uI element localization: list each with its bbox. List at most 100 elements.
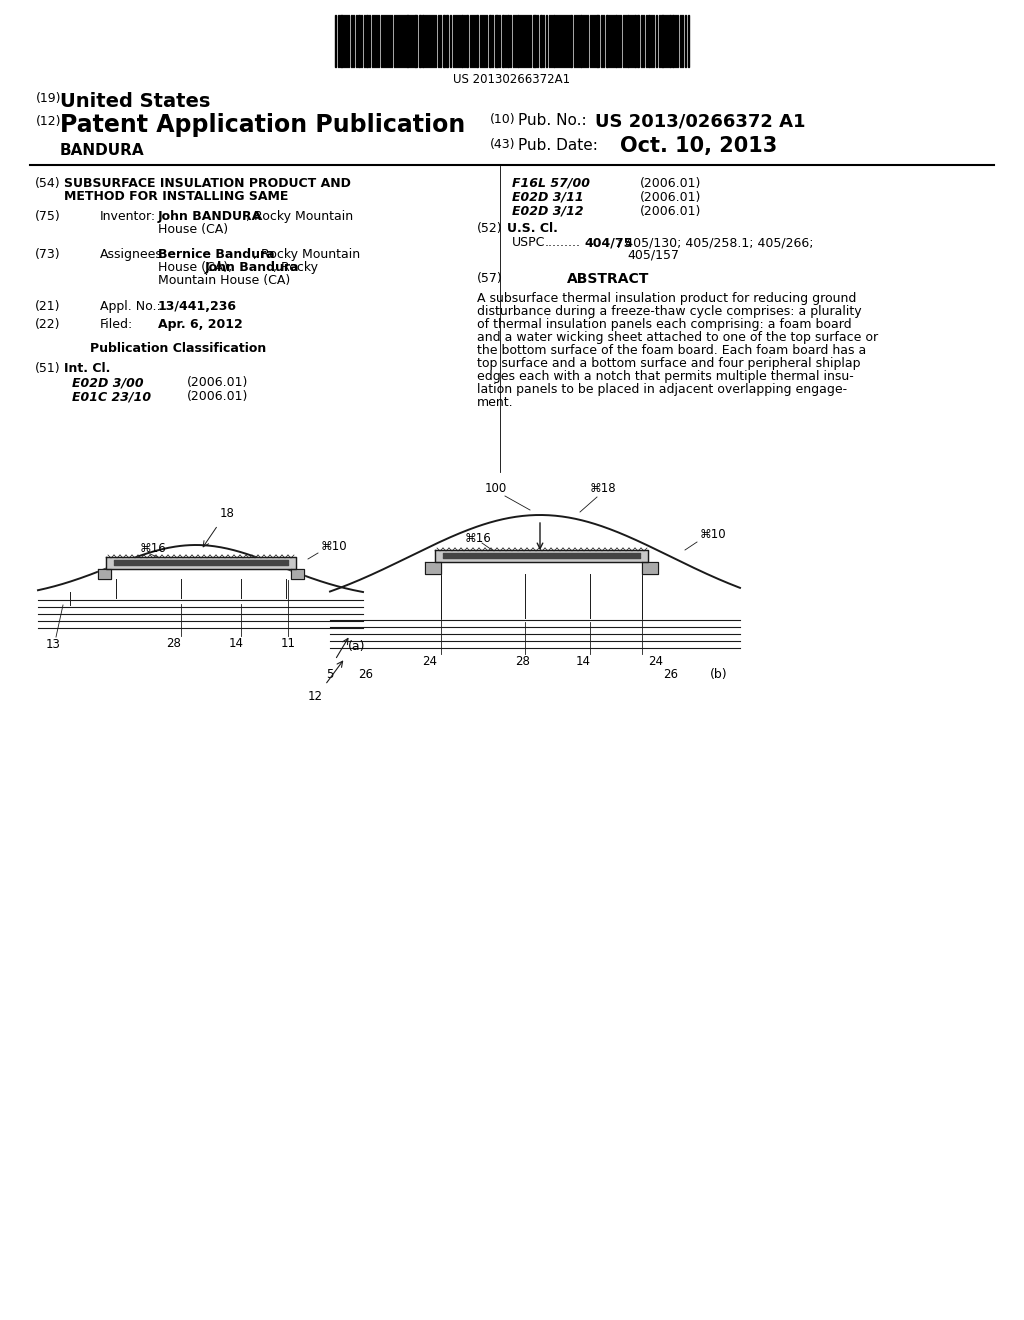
Text: Int. Cl.: Int. Cl. [63,362,111,375]
Bar [443,15,445,67]
Text: 26: 26 [663,668,678,681]
Text: U.S. Cl.: U.S. Cl. [507,222,558,235]
Text: (21): (21) [35,300,60,313]
Text: (54): (54) [35,177,60,190]
Text: 14: 14 [575,655,591,668]
Text: (b): (b) [710,668,728,681]
Text: 24: 24 [423,655,437,668]
Text: the bottom surface of the foam board. Each foam board has a: the bottom surface of the foam board. Ea… [477,345,866,356]
Bar [534,15,536,67]
Bar [495,15,498,67]
Bar [634,15,636,67]
Text: E02D 3/11: E02D 3/11 [512,191,584,205]
Text: 100: 100 [485,482,507,495]
Text: ⌘10: ⌘10 [321,540,347,553]
Text: ⌘16: ⌘16 [465,532,492,544]
Bar [366,15,368,67]
Text: , Rocky Mountain: , Rocky Mountain [253,248,360,261]
Text: and a water wicking sheet attached to one of the top surface or: and a water wicking sheet attached to on… [477,331,879,345]
Text: Assignees:: Assignees: [100,248,167,261]
Text: METHOD FOR INSTALLING SAME: METHOD FOR INSTALLING SAME [63,190,289,203]
Text: USPC: USPC [512,236,546,249]
Text: John Bandura: John Bandura [205,261,299,275]
Bar [507,15,509,67]
Text: (43): (43) [490,139,515,150]
Bar [606,15,608,67]
Text: A subsurface thermal insulation product for reducing ground: A subsurface thermal insulation product … [477,292,856,305]
Text: (a): (a) [348,640,366,653]
Text: (2006.01): (2006.01) [640,205,701,218]
Text: Filed:: Filed: [100,318,133,331]
Polygon shape [435,550,648,562]
Text: House (CA): House (CA) [158,223,228,236]
Text: 28: 28 [515,655,530,668]
Text: E02D 3/12: E02D 3/12 [512,205,584,218]
Text: (52): (52) [477,222,503,235]
Bar [461,15,463,67]
Text: F16L 57/00: F16L 57/00 [512,177,590,190]
Text: (12): (12) [36,115,61,128]
Bar [419,15,421,67]
Polygon shape [425,562,441,574]
Text: top surface and a bottom surface and four peripheral shiplap: top surface and a bottom surface and fou… [477,356,860,370]
Text: Inventor:: Inventor: [100,210,156,223]
Text: 28: 28 [167,638,181,649]
Bar [672,15,674,67]
Text: 12: 12 [307,690,323,704]
Bar [446,15,449,67]
Text: edges each with a notch that permits multiple thermal insu-: edges each with a notch that permits mul… [477,370,854,383]
Bar [502,15,504,67]
Text: E02D 3/00: E02D 3/00 [72,376,143,389]
Text: ment.: ment. [477,396,514,409]
Text: John BANDURA: John BANDURA [158,210,262,223]
Text: (73): (73) [35,248,60,261]
Text: House (CA);: House (CA); [158,261,237,275]
Text: ⌘10: ⌘10 [700,528,727,541]
Bar [553,15,555,67]
Text: 18: 18 [220,507,234,520]
Text: ABSTRACT: ABSTRACT [567,272,649,286]
Text: BANDURA: BANDURA [60,143,144,158]
Bar [596,15,599,67]
Text: 5: 5 [327,668,334,681]
Text: Pub. Date:: Pub. Date: [518,139,598,153]
Bar [406,15,409,67]
Text: Bernice Bandura: Bernice Bandura [158,248,274,261]
Text: US 20130266372A1: US 20130266372A1 [454,73,570,86]
Text: 14: 14 [228,638,244,649]
Text: Publication Classification: Publication Classification [90,342,266,355]
Text: 24: 24 [648,655,664,668]
Polygon shape [291,569,304,579]
Bar [476,15,478,67]
Text: , Rocky: , Rocky [273,261,318,275]
Bar [669,15,671,67]
Bar [489,15,490,67]
Text: Oct. 10, 2013: Oct. 10, 2013 [620,136,777,156]
Text: Apr. 6, 2012: Apr. 6, 2012 [158,318,243,331]
Bar [517,15,519,67]
Text: (75): (75) [35,210,60,223]
Text: (51): (51) [35,362,60,375]
Text: E01C 23/10: E01C 23/10 [72,389,152,403]
Text: (22): (22) [35,318,60,331]
Text: 11: 11 [281,638,296,649]
Text: (2006.01): (2006.01) [640,191,701,205]
Bar [615,15,617,67]
Text: 404/75: 404/75 [584,236,633,249]
Bar [414,15,417,67]
Text: SUBSURFACE INSULATION PRODUCT AND: SUBSURFACE INSULATION PRODUCT AND [63,177,351,190]
Polygon shape [98,569,111,579]
Text: (2006.01): (2006.01) [187,389,249,403]
Text: 13/441,236: 13/441,236 [158,300,237,313]
Text: (19): (19) [36,92,61,106]
Text: of thermal insulation panels each comprising: a foam board: of thermal insulation panels each compri… [477,318,852,331]
Text: 13: 13 [46,638,60,651]
Text: .........: ......... [545,236,581,249]
Bar [340,15,343,67]
Bar [580,15,582,67]
Text: , Rocky Mountain: , Rocky Mountain [246,210,353,223]
Text: United States: United States [60,92,210,111]
Polygon shape [642,562,658,574]
Text: ; 405/130; 405/258.1; 405/266;: ; 405/130; 405/258.1; 405/266; [617,236,813,249]
Text: disturbance during a freeze-thaw cycle comprises: a plurality: disturbance during a freeze-thaw cycle c… [477,305,861,318]
